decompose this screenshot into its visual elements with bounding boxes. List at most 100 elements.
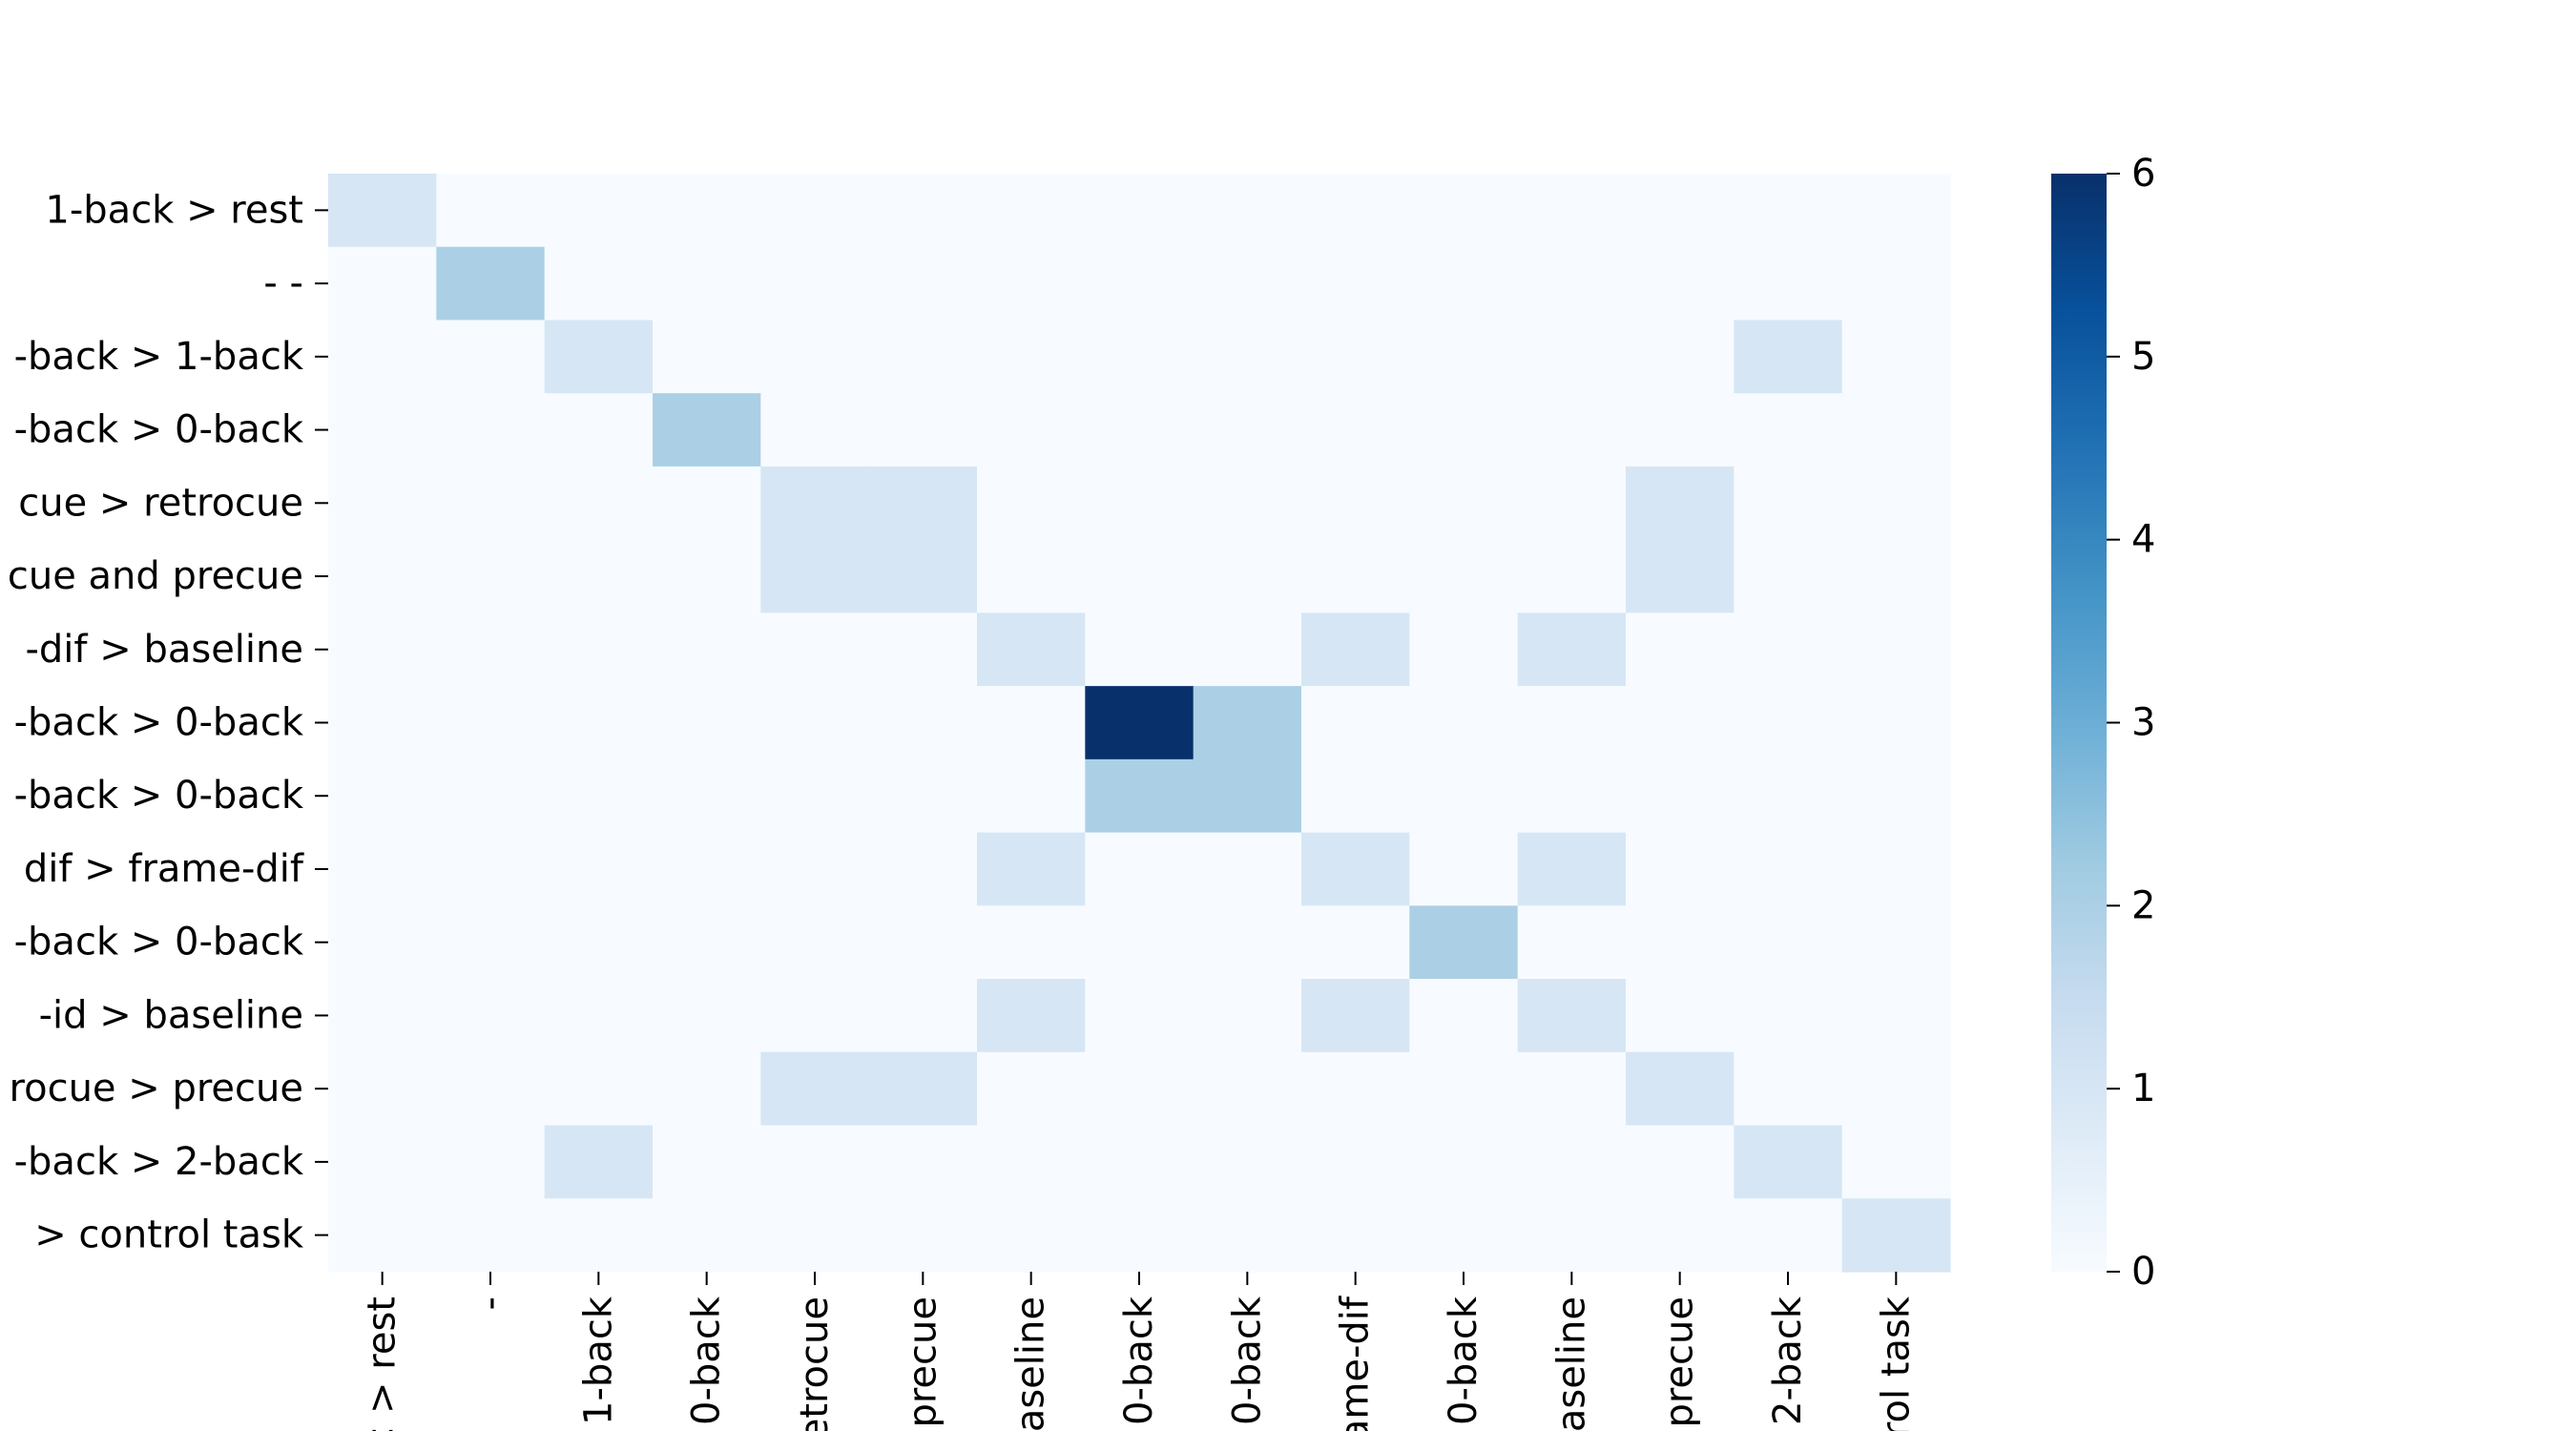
heatmap-cell-r6-c11	[1517, 612, 1627, 687]
heatmap-cell-r6-c1	[436, 612, 546, 687]
heatmap-cell-r1-c3	[653, 246, 761, 321]
heatmap-cell-r1-c10	[1409, 246, 1519, 321]
column-tick-label: etrocue	[793, 1296, 837, 1431]
heatmap-cell-r2-c11	[1517, 320, 1627, 394]
heatmap-cell-r5-c12	[1626, 539, 1735, 613]
heatmap-cell-r9-c12	[1626, 832, 1735, 906]
heatmap-cell-r1-c8	[1193, 246, 1302, 321]
heatmap-cell-r8-c11	[1517, 758, 1627, 834]
column-tick-label: precue	[901, 1296, 945, 1428]
column-tick-label: 0-back	[1225, 1296, 1269, 1425]
heatmap-cell-r5-c2	[544, 539, 654, 613]
heatmap-cell-r3-c2	[544, 393, 654, 467]
heatmap-cell-r6-c14	[1841, 612, 1951, 687]
heatmap-cell-r7-c1	[436, 686, 546, 760]
heatmap-cell-r13-c2	[544, 1125, 654, 1199]
heatmap-cell-r3-c0	[328, 393, 437, 467]
heatmap-cell-r10-c13	[1734, 905, 1843, 980]
heatmap-cell-r12-c7	[1085, 1051, 1195, 1127]
heatmap-cell-r0-c14	[1841, 174, 1951, 248]
heatmap-cell-r13-c14	[1841, 1125, 1951, 1199]
heatmap-cell-r5-c3	[653, 539, 761, 613]
heatmap-cell-r8-c1	[436, 758, 546, 834]
heatmap-cell-r2-c5	[868, 320, 978, 394]
colorbar-ticks: 0 1 2 3 4 5 6	[2107, 152, 2155, 1294]
heatmap-cell-r0-c13	[1734, 174, 1843, 248]
heatmap-cell-r7-c0	[328, 686, 437, 760]
heatmap-cell-r14-c7	[1085, 1198, 1195, 1273]
colorbar-tick-label: 6	[2131, 152, 2155, 196]
heatmap-cell-r14-c10	[1409, 1198, 1519, 1273]
heatmap-cell-r13-c3	[653, 1125, 761, 1199]
heatmap-cell-r8-c7	[1085, 758, 1195, 834]
heatmap-cell-r1-c1	[436, 246, 546, 321]
heatmap-cell-r3-c1	[436, 393, 546, 467]
heatmap-cell-r2-c6	[977, 320, 1086, 394]
heatmap-cell-r13-c12	[1626, 1125, 1735, 1199]
heatmap-cell-r7-c3	[653, 686, 761, 760]
heatmap-cell-r2-c12	[1626, 320, 1735, 394]
heatmap-cell-r14-c2	[544, 1198, 654, 1273]
column-tick-label: 0-back	[1117, 1296, 1161, 1425]
heatmap-cell-r10-c2	[544, 905, 654, 980]
heatmap-cell-r7-c5	[868, 686, 978, 760]
heatmap-cell-r12-c5	[868, 1051, 978, 1127]
heatmap-cell-r9-c10	[1409, 832, 1519, 906]
heatmap-cell-r1-c11	[1517, 246, 1627, 321]
heatmap-cell-r5-c9	[1301, 539, 1410, 613]
heatmap-cell-r10-c7	[1085, 905, 1195, 980]
heatmap-cell-r4-c13	[1734, 466, 1843, 541]
heatmap-cell-r4-c7	[1085, 466, 1195, 541]
heatmap-cell-r2-c3	[653, 320, 761, 394]
heatmap-cell-r11-c14	[1841, 979, 1951, 1053]
column-tick-label: baseline	[1549, 1296, 1593, 1431]
heatmap-cell-r9-c1	[436, 832, 546, 906]
heatmap-cell-r13-c13	[1734, 1125, 1843, 1199]
heatmap-cell-r9-c2	[544, 832, 654, 906]
heatmap-cell-r4-c14	[1841, 466, 1951, 541]
heatmap-cell-r6-c10	[1409, 612, 1519, 687]
colorbar-tick-label: 4	[2131, 518, 2155, 562]
heatmap-cell-r8-c8	[1193, 758, 1302, 834]
heatmap-cell-r7-c8	[1193, 686, 1302, 760]
heatmap-cell-r11-c3	[653, 979, 761, 1053]
heatmap-cell-r11-c0	[328, 979, 437, 1053]
row-tick-label: cue and precue	[8, 554, 303, 598]
heatmap-cell-r14-c4	[760, 1198, 870, 1273]
heatmap-cell-r7-c14	[1841, 686, 1951, 760]
heatmap-cell-r13-c11	[1517, 1125, 1627, 1199]
heatmap-cell-r6-c3	[653, 612, 761, 687]
heatmap-cell-r14-c14	[1841, 1198, 1951, 1273]
column-tick-label: -	[468, 1296, 512, 1310]
heatmap-cell-r1-c9	[1301, 246, 1410, 321]
heatmap-cell-r12-c4	[760, 1051, 870, 1127]
heatmap-cell-r4-c3	[653, 466, 761, 541]
heatmap-cell-r10-c14	[1841, 905, 1951, 980]
heatmap-cell-r9-c0	[328, 832, 437, 906]
heatmap-cell-r14-c12	[1626, 1198, 1735, 1273]
heatmap-cell-r2-c0	[328, 320, 437, 394]
heatmap-cell-r0-c4	[760, 174, 870, 248]
heatmap-cell-r11-c10	[1409, 979, 1519, 1053]
heatmap-cell-r14-c3	[653, 1198, 761, 1273]
column-tick-label: ame-dif	[1334, 1296, 1378, 1431]
heatmap-cell-r5-c13	[1734, 539, 1843, 613]
heatmap-cell-r4-c8	[1193, 466, 1302, 541]
heatmap-cell-r3-c5	[868, 393, 978, 467]
heatmap-cell-r14-c13	[1734, 1198, 1843, 1273]
heatmap-cell-r11-c6	[977, 979, 1086, 1053]
heatmap-cell-r4-c2	[544, 466, 654, 541]
heatmap-cell-r2-c14	[1841, 320, 1951, 394]
heatmap-cell-r3-c11	[1517, 393, 1627, 467]
heatmap-cell-r12-c14	[1841, 1051, 1951, 1127]
row-tick-label: dif > frame-dif	[24, 847, 304, 891]
heatmap-cell-r12-c2	[544, 1051, 654, 1127]
heatmap-cell-r0-c8	[1193, 174, 1302, 248]
heatmap-cell-r8-c6	[977, 758, 1086, 834]
heatmap-cell-r9-c3	[653, 832, 761, 906]
heatmap-cell-r13-c1	[436, 1125, 546, 1199]
heatmap-cell-r11-c9	[1301, 979, 1410, 1053]
heatmap-cell-r6-c13	[1734, 612, 1843, 687]
heatmap-cell-r10-c6	[977, 905, 1086, 980]
heatmap-cell-r2-c10	[1409, 320, 1519, 394]
